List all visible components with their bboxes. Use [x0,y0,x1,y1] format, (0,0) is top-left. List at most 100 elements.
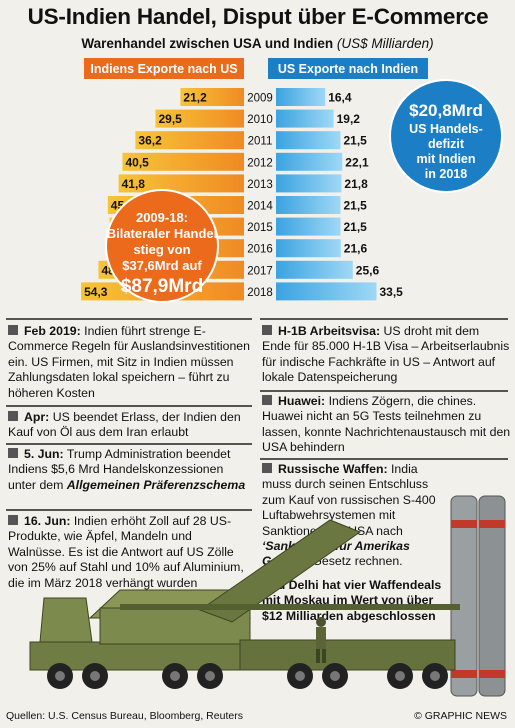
event-feb-2019: Feb 2019: Indien führt strenge E-Commerc… [8,324,252,401]
chart-subtitle: Warenhandel zwischen USA und Indien (US$… [0,36,515,51]
bullet-square [262,463,272,473]
event-apr: Apr: US beendet Erlass, der Indien den K… [8,410,252,441]
event-text: Indien führt strenge E-Commerce Regeln f… [8,324,250,400]
us-export-bar-2017 [276,260,353,279]
year-label-2011: 2011 [248,136,273,148]
year-label-2012: 2012 [247,157,273,169]
year-label-2013: 2013 [247,179,273,191]
year-label-2014: 2014 [247,201,273,213]
bullet-square [8,515,18,525]
deficit-callout: $20,8Mrd US Handels- defizit mit Indien … [389,79,503,193]
divider [6,318,252,320]
trade-callout-line4: $37,6Mrd auf [122,258,202,273]
deficit-callout-circle [389,79,503,193]
trade-callout-circle [105,189,219,303]
event-date: 5. Jun: [24,447,64,461]
bullet-square [8,325,18,335]
issue-text: Indiens Zögern, die chines. Huawei nicht… [262,394,511,455]
subtitle-unit: (US$ Milliarden) [336,36,434,51]
deficit-callout-line4: mit Indien [416,152,475,166]
india-export-bar-2013 [118,174,244,193]
us-export-bar-2012 [276,152,343,171]
issue-text: US droht mit dem Ende für 85.000 H-1B Vi… [262,324,510,385]
trade-callout-line3: stieg von [133,242,190,257]
india-export-bar-2012 [122,152,244,171]
divider [260,390,508,392]
legend-us-box [268,58,428,79]
us-export-value-2012: 22,1 [345,155,369,169]
year-label-2009: 2009 [247,93,273,105]
divider [260,458,508,460]
year-labels: 2009 2010 2011 2012 2013 2014 2015 2016 2017 2018 [247,93,273,299]
issue-huawei: Huawei: Indiens Zögern, die chines. Huaw… [262,394,512,456]
us-export-value-2014: 21,5 [344,199,368,213]
india-export-value-2010: 29,5 [159,112,183,126]
brand-footer: © GRAPHIC NEWS [414,710,507,722]
us-export-bar-2018 [276,282,377,301]
deficit-callout-line1: $20,8Mrd [409,101,483,120]
year-label-2018: 2018 [247,287,273,299]
event-16-jun: 16. Jun: Indien erhöht Zoll auf 28 US-Pr… [8,514,252,591]
event-emphasis: Allgemeinen Präferenzschema [66,477,246,492]
us-export-bar-2009 [276,88,326,106]
trade-growth-callout: 2009-18: Bilateraler Handel stieg von $3… [105,189,219,303]
us-export-bar-2014 [276,196,341,214]
trade-callout-line1: 2009-18: [136,210,188,225]
event-date: Feb 2019: [24,324,81,338]
missile-tubes-illustration [450,495,506,697]
issue-head: H-1B Arbeitsvisa: [278,324,381,338]
trade-callout-line5: $87,9Mrd [121,276,203,297]
us-export-bar-2011 [276,131,341,150]
issue-head: Huawei: [278,394,326,408]
issue-head: Russische Waffen: [278,462,388,476]
india-export-value-2011: 36,2 [138,134,162,148]
event-5-jun: 5. Jun: Trump Administration be­endet In… [8,447,252,493]
year-label-2015: 2015 [247,222,273,234]
legend-us-label: US Exporte nach Indien [278,62,418,76]
weapons-deals-text: Neu Delhi hat vier Waffen­deals mit Mosk… [262,578,442,623]
bullet-square [262,395,272,405]
india-export-bar-2009 [180,88,244,106]
sources-footer: Quellen: U.S. Census Bureau, Bloomberg, … [6,710,243,722]
india-export-bar-2011 [135,131,244,150]
event-date: Apr: [24,410,50,424]
divider [6,405,252,407]
trade-callout-line2: Bilateraler Handel [107,226,218,241]
s400-illustration [29,495,506,697]
page-title: US-Indien Handel, Disput über E-Commerce [27,4,489,29]
us-export-bar-2013 [276,174,342,193]
us-export-value-2015: 21,5 [344,220,368,234]
deficit-callout-line5: in 2018 [425,167,467,181]
india-export-value-2012: 40,5 [126,155,150,169]
deficit-callout-line2: US Handels- [409,122,483,136]
us-export-value-2013: 21,8 [344,177,368,191]
year-label-2016: 2016 [247,244,273,256]
event-text: Indien erhöht Zoll auf 28 US-Produkte, w… [8,514,244,590]
trade-bar-chart: 21,229,536,240,541,845,444,846,048,554,3… [81,58,503,303]
us-export-value-2016: 21,6 [344,242,368,256]
bullet-square [8,411,18,421]
issue-h1b: H-1B Arbeitsvisa: US droht mit dem Ende … [262,324,510,386]
radar-truck-illustration [29,519,460,689]
us-export-value-2018: 33,5 [380,285,404,299]
us-export-value-2009: 16,4 [328,91,352,105]
event-text: US beendet Erlass, der Indien den Kauf v… [8,410,241,440]
india-export-value-2018: 54,3 [84,285,108,299]
us-exports-series: 16,4 19,2 21,5 22,1 21,8 21,5 21,5 21,6 25,633,5 [276,88,404,301]
bullet-square [262,325,272,335]
divider [6,509,252,511]
legend-india-box [84,58,244,79]
us-export-value-2017: 25,6 [356,263,380,277]
deficit-callout-line3: defizit [428,137,465,151]
us-export-value-2011: 21,5 [344,134,368,148]
india-export-value-2009: 21,2 [183,91,207,105]
india-export-value-2013: 41,8 [122,177,146,191]
divider [260,318,508,320]
issue-russian-weapons: Russische Waffen: India muss durch seine… [262,462,447,570]
issue-text-tail: Gesetz rechnen. [308,554,403,569]
us-export-bar-2010 [276,109,334,128]
us-export-bar-2016 [276,239,341,258]
us-export-value-2010: 19,2 [337,112,361,126]
india-export-bar-2010 [155,109,244,128]
